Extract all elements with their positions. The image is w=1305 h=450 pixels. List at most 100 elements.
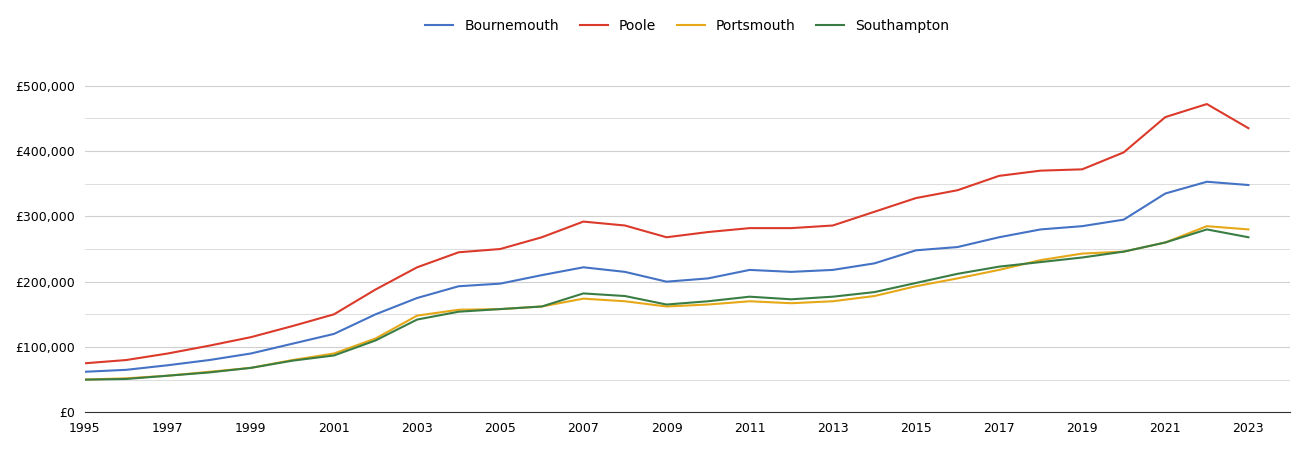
Southampton (741, 294, 757, 299)
Portsmouth (576, 296, 591, 302)
Portsmouth (1074, 251, 1090, 256)
Bournemouth (284, 341, 300, 346)
Southampton (410, 317, 425, 322)
Poole (1032, 168, 1048, 173)
Portsmouth (1199, 224, 1215, 229)
Bournemouth (534, 272, 549, 278)
Southampton (1074, 255, 1090, 260)
Bournemouth (1158, 191, 1173, 196)
Southampton (326, 353, 342, 358)
Portsmouth (450, 307, 466, 312)
Southampton (1032, 259, 1048, 265)
Bournemouth (825, 267, 840, 273)
Southampton (201, 370, 217, 375)
Southampton (77, 377, 93, 382)
Poole (867, 209, 882, 215)
Southampton (783, 297, 799, 302)
Bournemouth (119, 367, 134, 373)
Southampton (825, 294, 840, 299)
Bournemouth (1116, 217, 1131, 222)
Southampton (867, 289, 882, 295)
Line: Portsmouth: Portsmouth (85, 226, 1249, 380)
Portsmouth (825, 298, 840, 304)
Portsmouth (1116, 249, 1131, 254)
Southampton (450, 309, 466, 315)
Southampton (659, 302, 675, 307)
Poole (576, 219, 591, 224)
Poole (1074, 166, 1090, 172)
Portsmouth (161, 373, 176, 378)
Southampton (617, 293, 633, 299)
Poole (1199, 101, 1215, 107)
Bournemouth (576, 265, 591, 270)
Poole (284, 324, 300, 329)
Bournemouth (741, 267, 757, 273)
Southampton (119, 376, 134, 382)
Bournemouth (368, 311, 384, 317)
Southampton (368, 338, 384, 343)
Poole (950, 188, 966, 193)
Portsmouth (410, 313, 425, 318)
Southampton (492, 306, 508, 312)
Poole (1116, 150, 1131, 155)
Bournemouth (1032, 227, 1048, 232)
Bournemouth (950, 244, 966, 250)
Portsmouth (1032, 257, 1048, 263)
Southampton (908, 280, 924, 286)
Bournemouth (77, 369, 93, 374)
Southampton (1116, 249, 1131, 254)
Bournemouth (701, 276, 716, 281)
Bournemouth (867, 261, 882, 266)
Poole (77, 360, 93, 366)
Poole (161, 351, 176, 356)
Portsmouth (1241, 227, 1257, 232)
Portsmouth (119, 376, 134, 381)
Bournemouth (161, 363, 176, 368)
Portsmouth (1158, 240, 1173, 245)
Portsmouth (534, 304, 549, 309)
Poole (534, 234, 549, 240)
Southampton (1241, 234, 1257, 240)
Southampton (992, 264, 1007, 270)
Portsmouth (659, 304, 675, 309)
Poole (492, 246, 508, 252)
Poole (783, 225, 799, 231)
Line: Southampton: Southampton (85, 230, 1249, 380)
Portsmouth (908, 284, 924, 289)
Poole (825, 223, 840, 228)
Bournemouth (492, 281, 508, 286)
Legend: Bournemouth, Poole, Portsmouth, Southampton: Bournemouth, Poole, Portsmouth, Southamp… (420, 14, 955, 38)
Poole (326, 311, 342, 317)
Poole (1241, 126, 1257, 131)
Poole (410, 265, 425, 270)
Bournemouth (450, 284, 466, 289)
Portsmouth (617, 298, 633, 304)
Poole (1158, 114, 1173, 120)
Bournemouth (1199, 179, 1215, 184)
Poole (659, 234, 675, 240)
Southampton (701, 298, 716, 304)
Portsmouth (284, 357, 300, 363)
Portsmouth (783, 301, 799, 306)
Poole (119, 357, 134, 363)
Portsmouth (701, 302, 716, 307)
Portsmouth (243, 365, 258, 370)
Bournemouth (783, 269, 799, 274)
Bournemouth (410, 295, 425, 301)
Line: Bournemouth: Bournemouth (85, 182, 1249, 372)
Southampton (534, 304, 549, 309)
Poole (617, 223, 633, 228)
Portsmouth (77, 377, 93, 382)
Southampton (161, 373, 176, 378)
Poole (201, 343, 217, 348)
Bournemouth (243, 351, 258, 356)
Portsmouth (741, 298, 757, 304)
Line: Poole: Poole (85, 104, 1249, 363)
Bournemouth (326, 331, 342, 337)
Bournemouth (1074, 224, 1090, 229)
Bournemouth (659, 279, 675, 284)
Portsmouth (368, 336, 384, 341)
Poole (450, 250, 466, 255)
Poole (741, 225, 757, 231)
Poole (243, 334, 258, 340)
